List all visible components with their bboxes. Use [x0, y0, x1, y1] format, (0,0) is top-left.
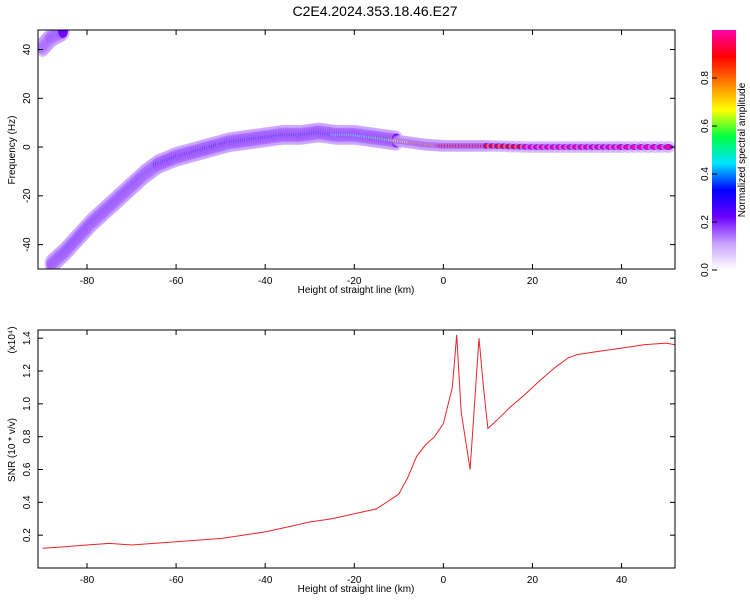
spectrogram-x-tick-label: 0: [441, 276, 447, 287]
heatmap-core: [664, 145, 673, 150]
snr-x-tick-label: -20: [347, 575, 362, 586]
colorbar-gradient: [712, 30, 736, 270]
colorbar-tick-label: 0.4: [700, 167, 711, 181]
spectrogram-y-tick-label: 40: [22, 44, 33, 56]
snr-y-tick-label: 0.2: [22, 528, 33, 542]
heatmap-cells: [38, 30, 675, 269]
colorbar: 0.0 0.2 0.4 0.6 0.8 Normalized spectral ampl…: [700, 30, 748, 277]
snr-x-tick-label: -40: [258, 575, 273, 586]
spectrogram-panel: -80 -60 -40 -20 0 20 40 -40 -20 0 20 40 Height of …: [7, 29, 676, 296]
spectrogram-x-tick-label: -20: [347, 276, 362, 287]
snr-x-tick-label: -60: [169, 575, 184, 586]
snr-y-axis-label: SNR (10 * v/v): [7, 418, 18, 482]
colorbar-tick-label: 0.6: [700, 119, 711, 133]
spectrogram-y-axis-label: Frequency (Hz): [7, 116, 18, 185]
snr-series-line: [42, 334, 675, 549]
snr-x-tick-label: -80: [80, 575, 95, 586]
spectrogram-y-tick-label: 0: [22, 144, 33, 150]
spectrogram-y-tick-label: -20: [22, 188, 33, 203]
spectrogram-x-tick-label: 40: [616, 276, 628, 287]
spectrogram-y-ticks: -40 -20 0 20 40: [22, 44, 675, 252]
colorbar-tick-label: 0.0: [700, 263, 711, 277]
snr-x-tick-label: 20: [527, 575, 539, 586]
colorbar-label: Normalized spectral amplitude: [737, 82, 748, 217]
spectrogram-x-tick-label: 20: [527, 276, 539, 287]
spectrogram-x-tick-label: -40: [258, 276, 273, 287]
spectrogram-y-tick-label: 20: [22, 92, 33, 104]
colorbar-ticks: 0.0 0.2 0.4 0.6 0.8: [700, 71, 717, 277]
heatmap-core: [59, 30, 68, 33]
snr-x-axis-label: Height of straight line (km): [298, 584, 415, 595]
chart-title: C2E4.2024.353.18.46.E27: [292, 3, 457, 19]
snr-y-tick-label: 0.4: [22, 495, 33, 509]
snr-x-tick-label: 0: [441, 575, 447, 586]
snr-y-tick-label: 0.6: [22, 462, 33, 476]
snr-x-tick-label: 40: [616, 575, 628, 586]
spectrogram-frame: [37, 29, 676, 270]
spectrogram-x-tick-label: -60: [169, 276, 184, 287]
snr-y-tick-label: 1.4: [22, 331, 33, 345]
snr-panel: -80 -60 -40 -20 0 20 40 0.20.40.60.81.01.21.4 …: [7, 326, 676, 595]
spectrogram-x-tick-label: -80: [80, 276, 95, 287]
snr-y-multiplier: (x10⁴): [7, 326, 18, 353]
snr-frame: [37, 329, 676, 569]
snr-y-ticks: 0.2 0.4 0.6 0.8 1.0 1.2 1.4: [22, 331, 675, 542]
snr-y-tick-label: 1.2: [22, 364, 33, 378]
colorbar-tick-label: 0.2: [700, 215, 711, 229]
colorbar-tick-label: 0.8: [700, 71, 711, 85]
spectrogram-x-ticks: -80 -60 -40 -20 0 20 40: [80, 30, 628, 287]
snr-x-ticks: -80 -60 -40 -20 0 20 40: [80, 330, 628, 586]
spectrogram-y-tick-label: -40: [22, 237, 33, 252]
snr-y-tick-label: 0.8: [22, 429, 33, 443]
spectrogram-x-axis-label: Height of straight line (km): [298, 285, 415, 296]
snr-y-tick-label: 1.0: [22, 396, 33, 410]
